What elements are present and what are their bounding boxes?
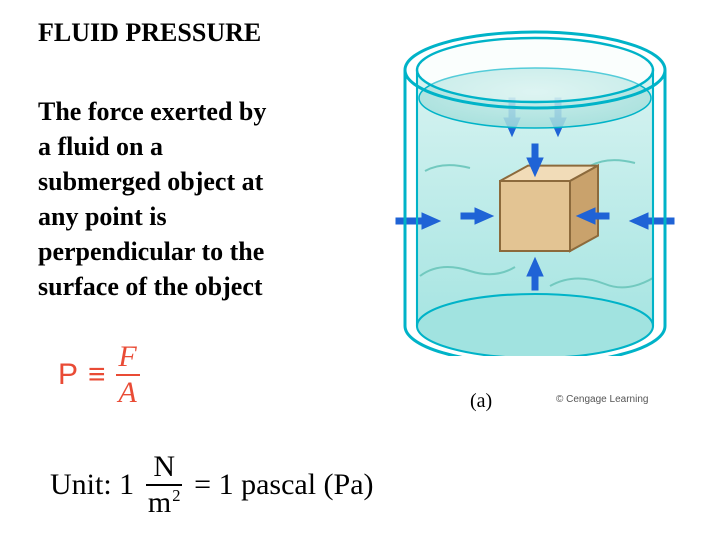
fraction-F-over-A: F A — [116, 340, 140, 410]
denominator-m2: m2 — [148, 486, 181, 520]
pressure-formula: P ≡ F A — [58, 340, 140, 410]
numerator-N: N — [153, 450, 175, 484]
figure-label: (a) — [470, 390, 492, 413]
body-line: submerged object at — [38, 164, 266, 199]
copyright-text: © Cengage Learning — [556, 394, 648, 405]
unit-rhs: = 1 pascal (Pa) — [194, 468, 373, 502]
cube-front-face — [500, 181, 570, 251]
container-rim-inner — [417, 38, 653, 102]
denominator-A: A — [118, 376, 136, 410]
page-title: FLUID PRESSURE — [38, 18, 261, 48]
diagram-svg — [390, 26, 680, 356]
numerator-F: F — [118, 340, 136, 374]
body-line: a fluid on a — [38, 129, 266, 164]
container-bottom — [417, 294, 653, 356]
symbol-equiv: ≡ — [88, 358, 106, 392]
fraction-N-over-m2: N m2 — [146, 450, 182, 520]
unit-definition: Unit: 1 N m2 = 1 pascal (Pa) — [50, 450, 374, 520]
body-line: surface of the object — [38, 269, 266, 304]
symbol-P: P — [58, 358, 78, 392]
fluid-pressure-diagram — [390, 26, 680, 356]
denominator-base: m — [148, 486, 171, 519]
denominator-exponent: 2 — [172, 486, 180, 505]
body-line: The force exerted by — [38, 94, 266, 129]
body-line: perpendicular to the — [38, 234, 266, 269]
unit-label: Unit: 1 — [50, 468, 134, 502]
body-text: The force exerted bya fluid on asubmerge… — [38, 94, 266, 305]
body-line: any point is — [38, 199, 266, 234]
